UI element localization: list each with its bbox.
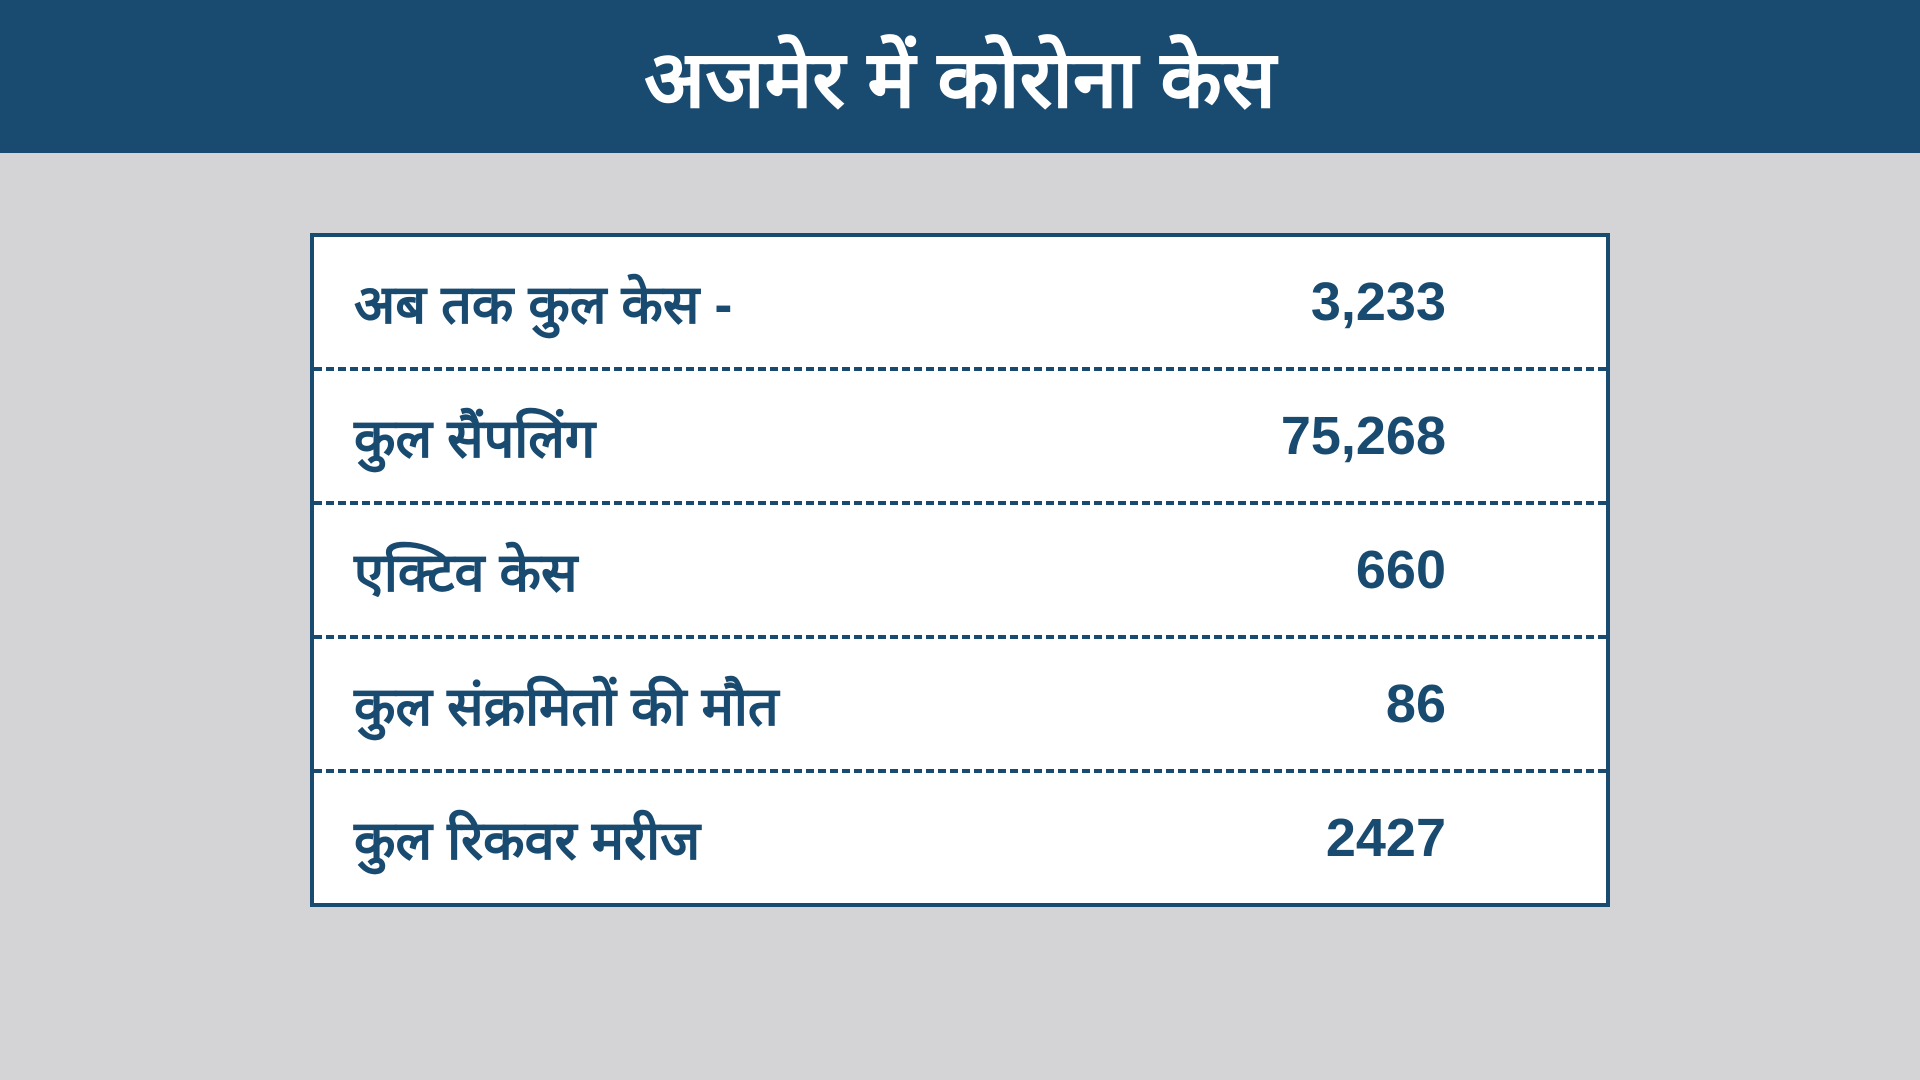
- row-value: 86: [1386, 673, 1566, 735]
- row-value: 75,268: [1281, 405, 1566, 467]
- page-title: अजमेर में कोरोना केस: [0, 22, 1920, 131]
- row-label: अब तक कुल केस -: [354, 265, 732, 339]
- table-row: कुल संक्रमितों की मौत 86: [314, 639, 1606, 773]
- header-bar: अजमेर में कोरोना केस: [0, 0, 1920, 153]
- row-label: कुल संक्रमितों की मौत: [354, 667, 779, 741]
- row-value: 3,233: [1311, 271, 1566, 333]
- content-area: अब तक कुल केस - 3,233 कुल सैंपलिंग 75,26…: [0, 153, 1920, 907]
- table-row: अब तक कुल केस - 3,233: [314, 237, 1606, 371]
- row-value: 2427: [1326, 807, 1566, 869]
- row-label: एक्टिव केस: [354, 533, 578, 607]
- table-row: कुल रिकवर मरीज 2427: [314, 773, 1606, 903]
- stats-table: अब तक कुल केस - 3,233 कुल सैंपलिंग 75,26…: [310, 233, 1610, 907]
- row-label: कुल रिकवर मरीज: [354, 801, 700, 875]
- table-row: कुल सैंपलिंग 75,268: [314, 371, 1606, 505]
- table-row: एक्टिव केस 660: [314, 505, 1606, 639]
- row-value: 660: [1356, 539, 1566, 601]
- row-label: कुल सैंपलिंग: [354, 399, 595, 473]
